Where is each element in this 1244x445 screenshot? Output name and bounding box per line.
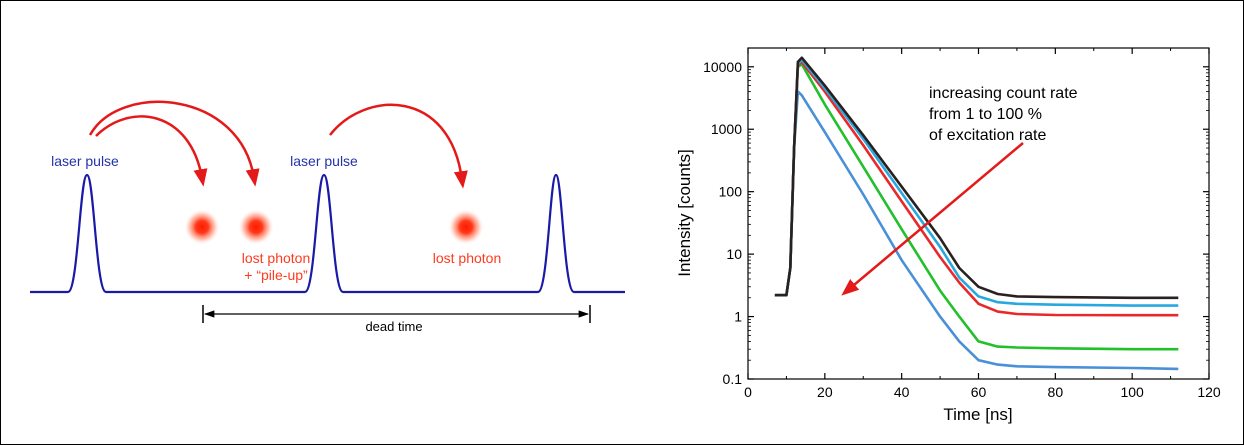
photon-glow-1 [184,209,220,245]
photon-glow-3 [448,209,484,245]
x-tick-label: 20 [817,384,833,400]
chart-axes: 0 20 40 60 80 100 120 0.1 1 10 100 1000 10000 [703,47,1221,400]
laser-pulse-label-2: laser pulse [290,153,358,169]
annotation-line-2: from 1 to 100 % [929,106,1042,123]
arrow-to-pile-up [88,100,260,187]
y-tick-label: 0.1 [723,371,743,387]
y-axis-label: Intensity [counts] [675,149,694,277]
x-tick-label: 100 [1120,384,1144,400]
pile-up-label: + “pile-up” [244,267,308,283]
annotation-line-3: of excitation rate [929,127,1047,144]
photon-glow-2 [238,209,274,245]
x-tick-label: 80 [1048,384,1064,400]
annotation-line-1: increasing count rate [929,85,1078,102]
dead-time-label: dead time [365,319,422,334]
y-tick-label: 100 [719,184,743,200]
y-tick-label: 1000 [711,121,742,137]
lost-photon-label-2: lost photon [433,250,502,266]
x-tick-label: 40 [894,384,910,400]
x-axis-label: Time [ns] [943,405,1012,424]
laser-pulse-label-1: laser pulse [51,153,119,169]
pulse-train-line [30,173,625,294]
x-tick-label: 0 [744,384,752,400]
y-tick-label: 10 [726,246,742,262]
lost-photon-label-1: lost photon [242,250,311,266]
x-tick-label: 60 [971,384,987,400]
arrow-to-lost-photon-1 [95,115,208,187]
chart-series [774,56,1179,371]
series-line [774,56,1179,300]
y-tick-label: 10000 [703,59,742,75]
decay-chart: 0 20 40 60 80 100 120 0.1 1 10 100 1000 10000 increa… [675,47,1221,424]
trend-arrow [841,142,1024,296]
arrow-to-lost-photon-2 [329,103,468,189]
pulse-diagram: laser pulse laser pulse lost photon + “p… [30,100,625,334]
x-tick-label: 120 [1197,384,1221,400]
y-tick-label: 1 [734,309,742,325]
